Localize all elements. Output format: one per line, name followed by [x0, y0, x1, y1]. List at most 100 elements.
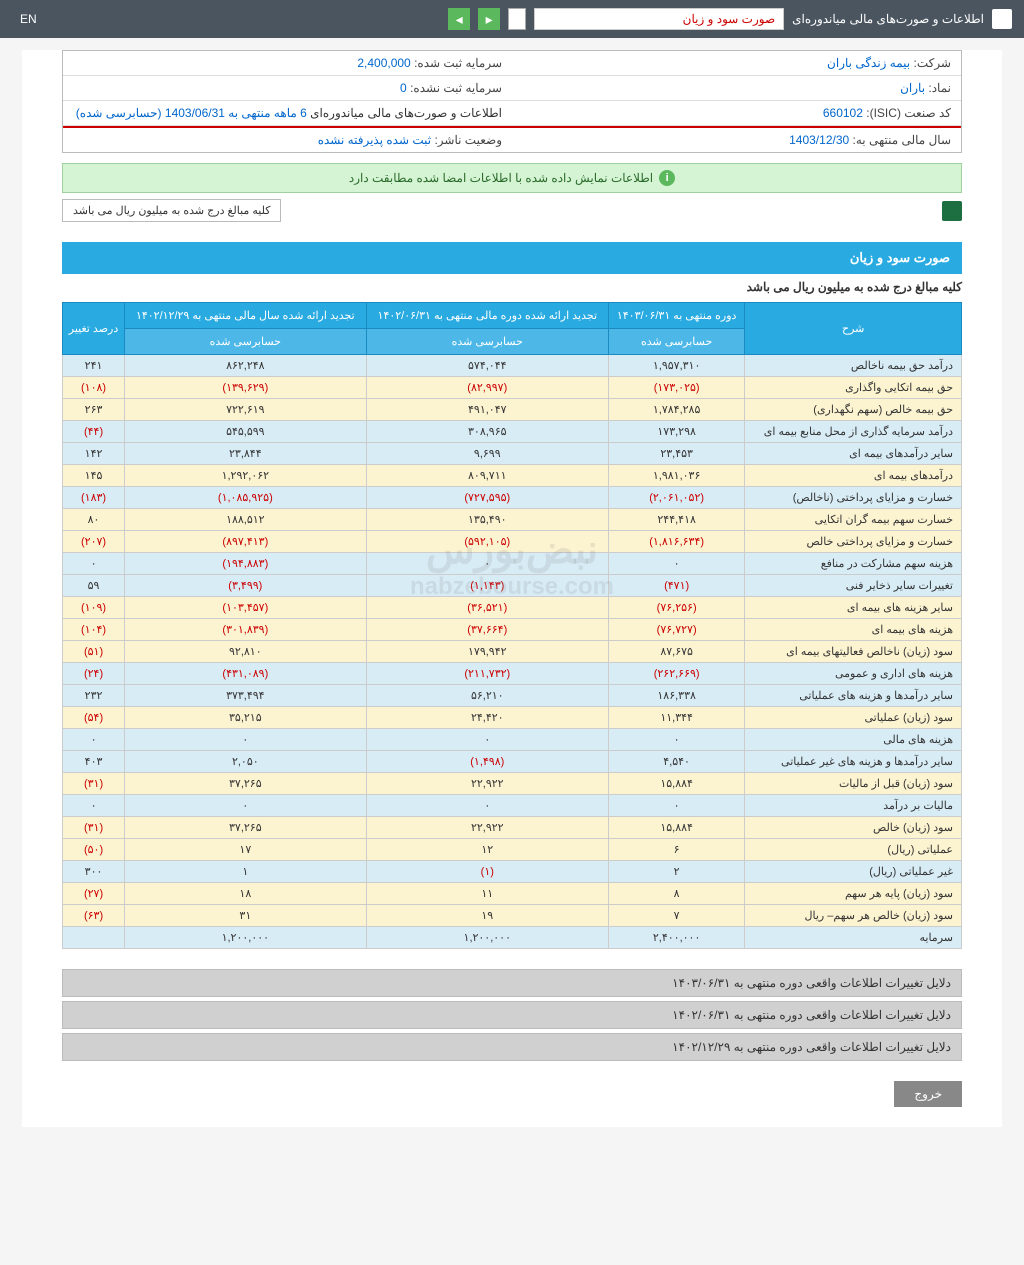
top-bar: اطلاعات و صورت‌های مالی میاندوره‌ای صورت… — [0, 0, 1024, 38]
header-audited-2: حسابرسی شده — [366, 329, 608, 355]
symbol-link[interactable]: باران — [900, 81, 925, 95]
cell: ۰ — [125, 795, 367, 817]
row-label: سود (زیان) عملیاتی — [745, 707, 962, 729]
cell: ۱۵,۸۸۴ — [608, 817, 744, 839]
clipboard-icon — [992, 9, 1012, 29]
table-row: هزینه های مالی۰۰۰۰ — [63, 729, 962, 751]
cell: ۲۴۴,۴۱۸ — [608, 509, 744, 531]
cell: ۴۰۳ — [63, 751, 125, 773]
cell: ۲۳,۸۴۴ — [125, 443, 367, 465]
notice-text: اطلاعات نمایش داده شده با اطلاعات امضا ش… — [349, 171, 653, 185]
header-audited-1: حسابرسی شده — [608, 329, 744, 355]
year-end-value: 1403/12/30 — [789, 133, 849, 147]
lang-toggle[interactable]: EN — [12, 12, 45, 26]
table-row: هزینه های اداری و عمومی(۲۶۲,۶۶۹)(۲۱۱,۷۳۲… — [63, 663, 962, 685]
year-end-label: سال مالی منتهی به: — [853, 133, 951, 147]
cell: ۳۷,۲۶۵ — [125, 773, 367, 795]
doc-title-input[interactable]: صورت سود و زیان — [534, 8, 784, 30]
cell: ۰ — [125, 729, 367, 751]
cell: (۱۰۹) — [63, 597, 125, 619]
cell: ۸۰۹,۷۱۱ — [366, 465, 608, 487]
cell: (۷۶,۷۲۷) — [608, 619, 744, 641]
table-row: سایر هزینه های بیمه ای(۷۶,۲۵۶)(۳۶,۵۲۱)(۱… — [63, 597, 962, 619]
cell: ۳۵,۲۱۵ — [125, 707, 367, 729]
row-label: سود (زیان) خالص — [745, 817, 962, 839]
footer-bar-2[interactable]: دلایل تغییرات اطلاعات واقعی دوره منتهی ب… — [62, 1001, 962, 1029]
cell: (۳۶,۵۲۱) — [366, 597, 608, 619]
row-label: سود (زیان) ناخالص فعالیتهای بیمه ای — [745, 641, 962, 663]
header-col2: تجدید ارائه شده دوره مالی منتهی به ۱۴۰۲/… — [366, 303, 608, 329]
header-desc: شرح — [745, 303, 962, 355]
cell: (۱۰۳,۴۵۷) — [125, 597, 367, 619]
cell: (۵۱) — [63, 641, 125, 663]
capital-unreg-value: 0 — [400, 81, 407, 95]
cell: (۵۹۲,۱۰۵) — [366, 531, 608, 553]
capital-reg-label: سرمایه ثبت شده: — [414, 56, 502, 70]
nav-next-button[interactable]: ▸ — [478, 8, 500, 30]
cell: (۳۰۱,۸۳۹) — [125, 619, 367, 641]
cell: ۰ — [63, 795, 125, 817]
cell: ۱,۲۹۲,۰۶۲ — [125, 465, 367, 487]
table-row: سرمایه۲,۴۰۰,۰۰۰۱,۲۰۰,۰۰۰۱,۲۰۰,۰۰۰ — [63, 927, 962, 949]
cell: ۹,۶۹۹ — [366, 443, 608, 465]
row-label: هزینه های مالی — [745, 729, 962, 751]
cell: ۱,۹۸۱,۰۳۶ — [608, 465, 744, 487]
cell: (۲۷) — [63, 883, 125, 905]
title-dropdown[interactable]: ▾ — [508, 8, 526, 30]
row-label: حق بیمه اتکایی واگذاری — [745, 377, 962, 399]
cell: ۱۳۵,۴۹۰ — [366, 509, 608, 531]
cell: (۲۴) — [63, 663, 125, 685]
row-label: حق بیمه خالص (سهم نگهداری) — [745, 399, 962, 421]
nav-prev-button[interactable]: ◂ — [448, 8, 470, 30]
isic-value: 660102 — [823, 106, 863, 120]
capital-reg-value: 2,400,000 — [357, 56, 410, 70]
unit-notice: کلیه مبالغ درج شده به میلیون ریال می باش… — [62, 199, 281, 222]
cell: ۴۹۱,۰۴۷ — [366, 399, 608, 421]
cell: ۰ — [63, 553, 125, 575]
company-link[interactable]: بیمه زندگی باران — [827, 56, 910, 70]
cell: ۲,۴۰۰,۰۰۰ — [608, 927, 744, 949]
cell: ۴,۵۴۰ — [608, 751, 744, 773]
table-row: سود (زیان) پایه هر سهم۸۱۱۱۸(۲۷) — [63, 883, 962, 905]
row-label: سایر درآمدها و هزینه های عملیاتی — [745, 685, 962, 707]
row-label: هزینه سهم مشارکت در منافع — [745, 553, 962, 575]
section-title: صورت سود و زیان — [62, 242, 962, 274]
cell: ۳۷,۲۶۵ — [125, 817, 367, 839]
cell: (۱۰۴) — [63, 619, 125, 641]
cell: ۱۴۵ — [63, 465, 125, 487]
table-row: عملیاتی (ریال)۶۱۲۱۷(۵۰) — [63, 839, 962, 861]
footer-bar-3[interactable]: دلایل تغییرات اطلاعات واقعی دوره منتهی ب… — [62, 1033, 962, 1061]
cell: ۱۸۶,۳۳۸ — [608, 685, 744, 707]
cell: ۱۴۲ — [63, 443, 125, 465]
cell: (۱۷۳,۰۲۵) — [608, 377, 744, 399]
row-label: سایر درآمدهای بیمه ای — [745, 443, 962, 465]
cell: ۰ — [608, 553, 744, 575]
footer-bar-1[interactable]: دلایل تغییرات اطلاعات واقعی دوره منتهی ب… — [62, 969, 962, 997]
table-row: سود (زیان) ناخالص فعالیتهای بیمه ای۸۷,۶۷… — [63, 641, 962, 663]
row-label: سود (زیان) قبل از مالیات — [745, 773, 962, 795]
cell: (۶۳) — [63, 905, 125, 927]
cell: ۲۴۱ — [63, 355, 125, 377]
cell: ۲,۰۵۰ — [125, 751, 367, 773]
cell: (۷۲۷,۵۹۵) — [366, 487, 608, 509]
exit-button[interactable]: خروج — [894, 1081, 962, 1107]
cell: (۱,۰۸۵,۹۲۵) — [125, 487, 367, 509]
row-label: سود (زیان) پایه هر سهم — [745, 883, 962, 905]
cell: ۷۲۲,۶۱۹ — [125, 399, 367, 421]
cell: (۱) — [366, 861, 608, 883]
capital-unreg-label: سرمایه ثبت نشده: — [410, 81, 502, 95]
cell: ۱۷۳,۲۹۸ — [608, 421, 744, 443]
cell: ۰ — [366, 729, 608, 751]
row-label: هزینه های اداری و عمومی — [745, 663, 962, 685]
table-row: سایر درآمدها و هزینه های غیر عملیاتی۴,۵۴… — [63, 751, 962, 773]
cell: (۴۴) — [63, 421, 125, 443]
breadcrumb: اطلاعات و صورت‌های مالی میاندوره‌ای — [792, 12, 984, 26]
cell: ۵۷۴,۰۴۴ — [366, 355, 608, 377]
cell: ۱۷۹,۹۴۲ — [366, 641, 608, 663]
cell: ۱,۲۰۰,۰۰۰ — [366, 927, 608, 949]
table-row: خسارت سهم بیمه گران اتکایی۲۴۴,۴۱۸۱۳۵,۴۹۰… — [63, 509, 962, 531]
data-table: شرح دوره منتهی به ۱۴۰۳/۰۶/۳۱ تجدید ارائه… — [62, 302, 962, 949]
cell: (۱,۱۴۳) — [366, 575, 608, 597]
cell: ۰ — [608, 729, 744, 751]
excel-icon[interactable] — [942, 201, 962, 221]
